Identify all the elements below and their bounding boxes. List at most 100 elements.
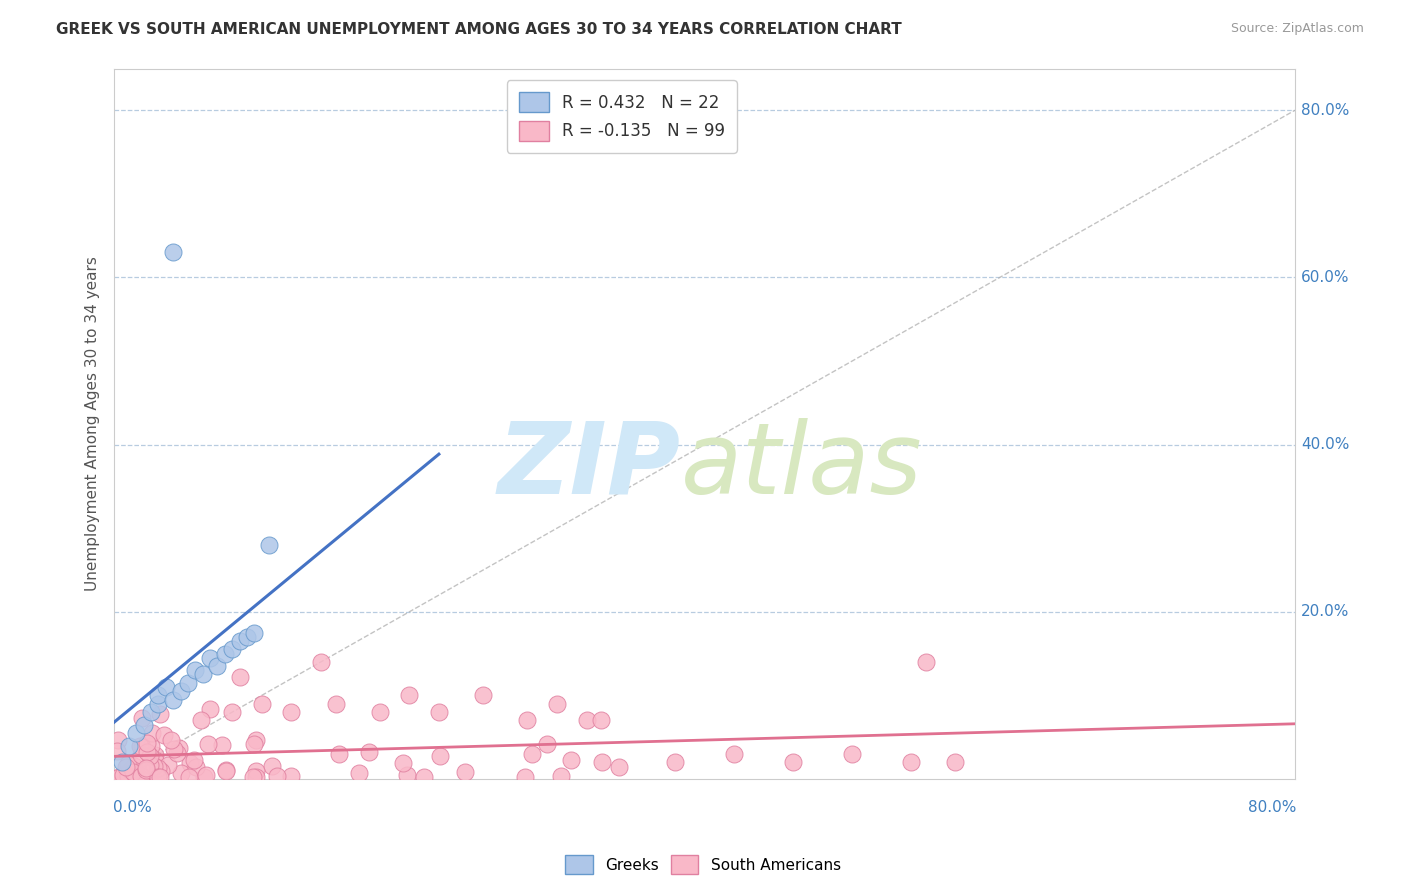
Point — [125, 770, 148, 784]
Point — [131, 711, 153, 725]
Text: Source: ZipAtlas.com: Source: ZipAtlas.com — [1230, 22, 1364, 36]
Point — [591, 756, 613, 770]
Point — [664, 756, 686, 770]
Point — [347, 766, 370, 780]
Point — [170, 766, 193, 780]
Point — [398, 689, 420, 703]
Point — [184, 759, 207, 773]
Point — [117, 769, 139, 783]
Point — [262, 759, 284, 773]
Point — [280, 705, 302, 719]
Point — [125, 726, 148, 740]
Point — [115, 760, 138, 774]
Point — [207, 659, 229, 673]
Point — [229, 669, 252, 683]
Point — [245, 764, 267, 779]
Legend: Greeks, South Americans: Greeks, South Americans — [560, 849, 846, 880]
Point — [575, 713, 598, 727]
Point — [131, 769, 153, 783]
Point — [118, 763, 141, 777]
Point — [146, 770, 169, 784]
Y-axis label: Unemployment Among Ages 30 to 34 years: Unemployment Among Ages 30 to 34 years — [86, 256, 100, 591]
Point — [266, 769, 288, 783]
Point — [215, 764, 238, 778]
Point — [143, 753, 166, 767]
Point — [108, 770, 131, 784]
Point — [117, 756, 139, 771]
Point — [900, 756, 922, 770]
Point — [128, 739, 150, 753]
Point — [221, 642, 243, 657]
Point — [166, 746, 188, 760]
Point — [177, 676, 200, 690]
Point — [159, 733, 181, 747]
Point — [723, 747, 745, 761]
Point — [427, 705, 450, 719]
Point — [118, 739, 141, 753]
Text: 60.0%: 60.0% — [1301, 270, 1350, 285]
Point — [513, 770, 536, 784]
Point — [396, 768, 419, 782]
Point — [257, 538, 280, 552]
Point — [143, 747, 166, 762]
Point — [129, 748, 152, 763]
Point — [472, 689, 495, 703]
Point — [243, 625, 266, 640]
Point — [429, 749, 451, 764]
Point — [245, 770, 267, 784]
Point — [915, 655, 938, 669]
Point — [200, 702, 222, 716]
Text: atlas: atlas — [681, 417, 922, 515]
Point — [141, 739, 163, 753]
Text: GREEK VS SOUTH AMERICAN UNEMPLOYMENT AMONG AGES 30 TO 34 YEARS CORRELATION CHART: GREEK VS SOUTH AMERICAN UNEMPLOYMENT AMO… — [56, 22, 903, 37]
Point — [359, 746, 381, 760]
Point — [236, 630, 259, 644]
Point — [184, 663, 207, 677]
Text: 0.0%: 0.0% — [112, 800, 152, 815]
Point — [141, 726, 163, 740]
Point — [139, 705, 162, 719]
Point — [122, 765, 145, 780]
Point — [183, 753, 205, 767]
Point — [228, 634, 250, 648]
Point — [149, 706, 172, 721]
Point — [412, 770, 434, 784]
Point — [945, 756, 967, 770]
Point — [105, 744, 128, 758]
Point — [190, 714, 212, 728]
Point — [148, 689, 170, 703]
Point — [195, 768, 218, 782]
Point — [215, 763, 238, 777]
Point — [162, 742, 184, 756]
Point — [560, 753, 582, 767]
Point — [150, 764, 173, 778]
Point — [591, 714, 613, 728]
Point — [550, 768, 572, 782]
Point — [132, 717, 155, 731]
Point — [243, 737, 266, 751]
Point — [162, 692, 184, 706]
Point — [454, 765, 477, 780]
Point — [328, 747, 350, 761]
Point — [179, 756, 201, 771]
Text: 80.0%: 80.0% — [1301, 103, 1350, 118]
Point — [135, 763, 157, 777]
Point — [197, 738, 219, 752]
Text: 80.0%: 80.0% — [1247, 800, 1296, 815]
Point — [169, 684, 191, 698]
Point — [179, 770, 201, 784]
Point — [245, 733, 267, 747]
Point — [280, 769, 302, 783]
Point — [841, 747, 863, 761]
Point — [392, 756, 415, 771]
Point — [536, 738, 558, 752]
Point — [162, 245, 184, 260]
Point — [607, 760, 630, 774]
Point — [211, 739, 233, 753]
Point — [139, 749, 162, 764]
Point — [214, 647, 236, 661]
Text: 40.0%: 40.0% — [1301, 437, 1350, 452]
Text: ZIP: ZIP — [498, 417, 681, 515]
Point — [157, 758, 180, 772]
Point — [155, 680, 177, 694]
